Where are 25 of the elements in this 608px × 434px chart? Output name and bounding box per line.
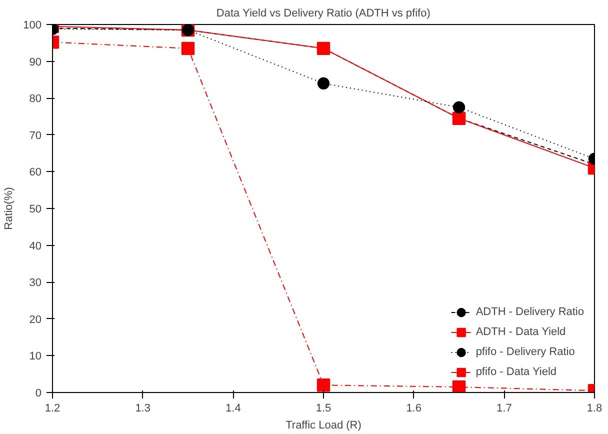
y-tick-label: 40: [29, 240, 42, 252]
x-tick-label: 1.2: [44, 402, 60, 414]
legend-label: ADTH - Delivery Ratio: [476, 306, 584, 318]
y-tick-label: 70: [29, 130, 42, 142]
y-tick-label: 30: [29, 277, 42, 290]
y-tick-label: 60: [29, 166, 42, 179]
legend-label: pfifo - Data Yield: [476, 366, 557, 378]
y-tick-label: 0: [35, 388, 42, 400]
y-tick-label: 90: [29, 56, 42, 68]
chart-title: Data Yield vs Delivery Ratio (ADTH vs pfifo): [216, 8, 430, 20]
x-tick-label: 1.4: [226, 402, 241, 414]
legend-label: ADTH - Data Yield: [476, 326, 566, 338]
y-tick-label: 100: [23, 20, 42, 32]
x-axis-title: Traffic Load (R): [286, 420, 362, 432]
x-tick-label: 1.3: [135, 402, 150, 414]
x-tick-label: 1.6: [406, 402, 422, 414]
x-tick-label: 1.8: [586, 402, 602, 414]
y-tick-label: 50: [29, 204, 42, 216]
y-tick-label: 10: [29, 350, 42, 363]
y-tick-label: 80: [29, 93, 42, 106]
y-tick-label: 20: [29, 314, 42, 326]
y-axis-title: Ratio(%): [3, 187, 16, 230]
legend-label: pfifo - Delivery Ratio: [476, 346, 575, 358]
x-tick-label: 1.7: [496, 402, 512, 414]
x-tick-label: 1.5: [316, 402, 332, 414]
